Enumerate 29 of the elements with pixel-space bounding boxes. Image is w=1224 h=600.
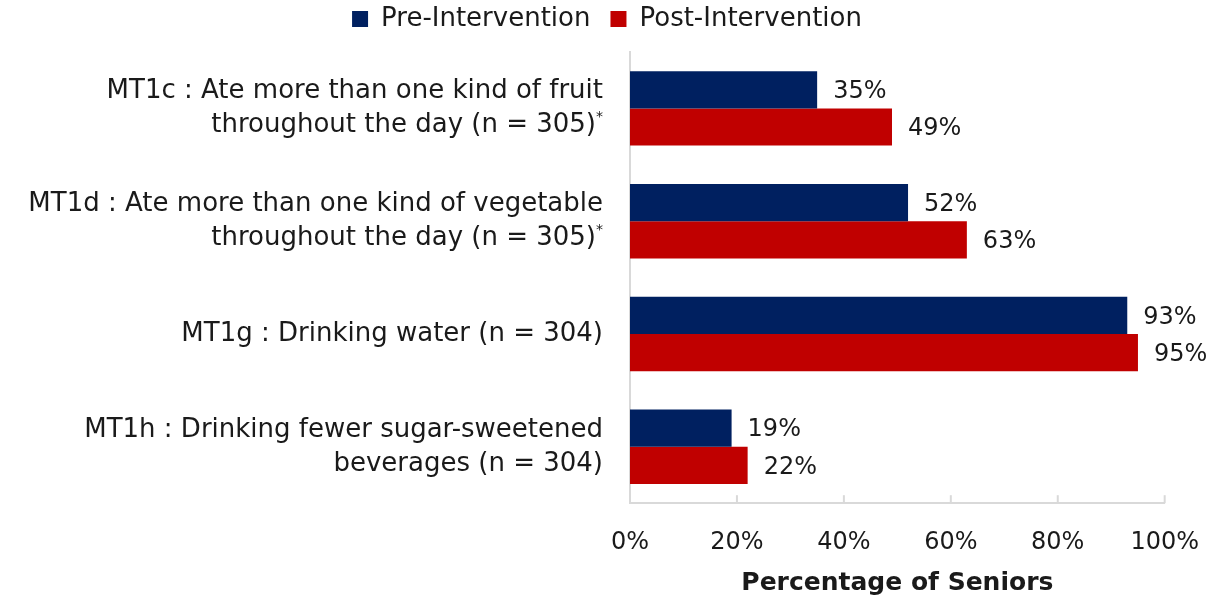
x-tick-label: 60%	[924, 526, 978, 555]
x-axis-title: Percentage of Seniors	[741, 566, 1054, 596]
bar	[630, 221, 967, 259]
bar	[630, 446, 748, 485]
data-label: 95%	[1153, 338, 1208, 367]
x-tick-label: 100%	[1130, 526, 1200, 555]
y-tick-label: MT1g : Drinking water (n = 304)	[181, 316, 603, 347]
legend-label: Pre-Intervention	[381, 1, 591, 32]
x-tick-label: 0%	[610, 526, 650, 555]
data-label: 93%	[1143, 301, 1197, 330]
bar	[630, 183, 909, 222]
bar	[630, 334, 1138, 372]
data-label: 22%	[763, 451, 817, 480]
bar	[630, 71, 818, 109]
bar	[630, 409, 732, 447]
x-tick-label: 20%	[710, 526, 764, 555]
data-label: 63%	[982, 226, 1037, 255]
y-tick-label: MT1d : Ate more than one kind of vegetable throughout the day (n = 305)*	[28, 186, 604, 251]
data-label: 49%	[908, 113, 962, 142]
legend-label: Post-Intervention	[639, 1, 862, 32]
data-label: 35%	[833, 76, 887, 105]
bar	[630, 108, 892, 146]
data-label: 19%	[747, 414, 801, 443]
y-tick-label: MT1h : Drinking fewer sugar-sweetened beverages (n = 304)	[84, 412, 604, 477]
data-label: 52%	[924, 188, 978, 217]
bar	[630, 296, 1128, 334]
x-tick-label: 40%	[817, 526, 871, 555]
x-tick-label: 80%	[1031, 526, 1085, 555]
y-tick-label: MT1c : Ate more than one kind of fruit throughout the day (n = 305)*	[106, 74, 604, 139]
